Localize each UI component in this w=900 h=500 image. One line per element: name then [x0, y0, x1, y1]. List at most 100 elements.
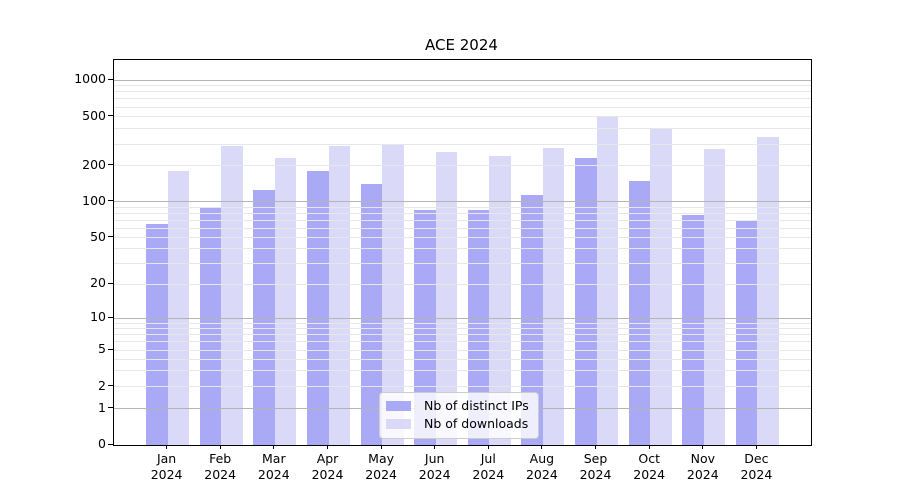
gridline-minor-30	[114, 263, 811, 264]
x-tick-mark-apr	[327, 445, 328, 449]
y-tick-label-500: 500	[82, 107, 106, 123]
y-tick-label-200: 200	[82, 156, 106, 172]
gridline-minor-50	[114, 237, 811, 239]
chart-title: ACE 2024	[425, 36, 498, 54]
gridline-minor-80	[114, 212, 811, 214]
gridline-minor-70	[114, 219, 811, 221]
bar-distinct-ips-feb	[199, 207, 222, 445]
gridline-minor-7	[114, 334, 811, 335]
legend-swatch-distinct-ips-icon	[386, 401, 411, 411]
x-tick-label-oct: Oct 2024	[633, 451, 666, 482]
gridline-minor-8	[114, 327, 811, 329]
gridline-minor-2	[114, 386, 811, 388]
gridline-minor-300	[114, 143, 811, 145]
gridline-major-100	[114, 201, 811, 203]
plot-area	[113, 59, 812, 446]
bar-distinct-ips-aug	[521, 195, 543, 445]
x-tick-mark-oct	[648, 445, 650, 449]
gridline-minor-800	[114, 91, 811, 93]
y-tick-mark-5	[108, 348, 113, 350]
legend-label-distinct-ips: Nb of distinct IPs	[424, 398, 529, 413]
legend-item-downloads: Nb of downloads	[386, 417, 529, 431]
gridline-minor-4	[114, 358, 811, 360]
bar-downloads-nov	[703, 148, 726, 445]
gridline-minor-3	[114, 370, 811, 371]
y-tick-mark-50	[108, 236, 113, 238]
x-tick-label-jul: Jul 2024	[472, 451, 505, 482]
x-tick-mark-mar	[273, 445, 275, 449]
legend-item-distinct-ips: Nb of distinct IPs	[386, 399, 529, 413]
gridline-minor-40	[114, 248, 811, 250]
gridline-major-1000	[114, 79, 811, 81]
gridline-minor-500	[114, 116, 811, 118]
y-tick-label-1000: 1000	[74, 71, 106, 86]
x-tick-mark-feb	[219, 445, 221, 449]
x-tick-label-nov: Nov 2024	[686, 451, 719, 482]
y-tick-mark-1000	[108, 78, 113, 80]
x-tick-label-jun: Jun 2024	[418, 451, 451, 482]
gridline-minor-700	[114, 98, 811, 100]
y-tick-label-10: 10	[90, 309, 106, 325]
bar-downloads-apr	[328, 145, 350, 445]
gridline-minor-400	[114, 128, 811, 130]
x-tick-label-aug: Aug 2024	[525, 451, 558, 482]
bar-distinct-ips-dec	[735, 220, 758, 445]
gridline-minor-600	[114, 106, 811, 108]
bar-downloads-may	[382, 144, 404, 445]
x-tick-label-feb: Feb 2024	[204, 451, 237, 482]
x-tick-label-may: May 2024	[365, 451, 397, 482]
x-tick-label-sep: Sep 2024	[579, 451, 612, 482]
legend-swatch-downloads-icon	[386, 419, 411, 429]
y-tick-mark-0	[108, 443, 113, 445]
bar-distinct-ips-nov	[682, 214, 704, 445]
bar-downloads-aug	[542, 147, 565, 445]
x-tick-mark-may	[380, 445, 382, 449]
y-tick-label-20: 20	[90, 275, 106, 291]
legend: Nb of distinct IPs Nb of downloads	[379, 392, 539, 439]
x-tick-mark-aug	[541, 445, 543, 449]
gridline-minor-20	[114, 283, 811, 285]
y-tick-mark-2	[108, 385, 113, 387]
y-tick-mark-10	[108, 316, 113, 318]
y-tick-mark-200	[108, 164, 113, 166]
y-tick-mark-1	[108, 407, 113, 409]
gridline-major-10	[114, 317, 811, 319]
x-tick-label-apr: Apr 2024	[311, 451, 344, 482]
y-tick-mark-20	[108, 282, 113, 284]
gridline-minor-9	[114, 322, 811, 324]
bar-downloads-jan	[167, 171, 190, 445]
x-tick-mark-jan	[166, 445, 168, 449]
bar-downloads-mar	[274, 158, 297, 445]
bar-downloads-dec	[757, 136, 779, 445]
bar-distinct-ips-sep	[575, 158, 597, 445]
gridline-minor-5	[114, 349, 811, 351]
y-tick-mark-500	[108, 115, 113, 117]
x-tick-mark-jul	[487, 445, 489, 449]
gridline-minor-900	[114, 85, 811, 87]
bar-downloads-jun	[435, 151, 458, 445]
gridline-minor-90	[114, 206, 811, 208]
x-tick-label-mar: Mar 2024	[257, 451, 290, 482]
y-tick-label-1: 1	[98, 399, 106, 415]
x-tick-mark-jun	[434, 445, 436, 449]
gridline-minor-200	[114, 165, 811, 167]
bar-downloads-sep	[596, 116, 618, 445]
bar-distinct-ips-oct	[628, 180, 651, 445]
y-tick-label-2: 2	[98, 377, 106, 393]
bar-distinct-ips-mar	[253, 190, 275, 445]
y-tick-label-5: 5	[98, 341, 106, 357]
x-tick-label-dec: Dec 2024	[740, 451, 773, 482]
x-tick-mark-nov	[702, 445, 704, 449]
x-tick-mark-dec	[755, 445, 757, 449]
legend-label-downloads: Nb of downloads	[424, 416, 529, 431]
y-tick-label-100: 100	[82, 192, 106, 208]
y-tick-label-50: 50	[90, 228, 106, 244]
x-tick-label-jan: Jan 2024	[150, 451, 183, 482]
bar-downloads-oct	[650, 128, 672, 445]
bar-distinct-ips-apr	[307, 171, 329, 445]
gridline-minor-60	[114, 227, 811, 229]
bar-downloads-feb	[221, 145, 243, 445]
gridline-minor-6	[114, 341, 811, 343]
y-tick-label-0: 0	[98, 436, 106, 451]
